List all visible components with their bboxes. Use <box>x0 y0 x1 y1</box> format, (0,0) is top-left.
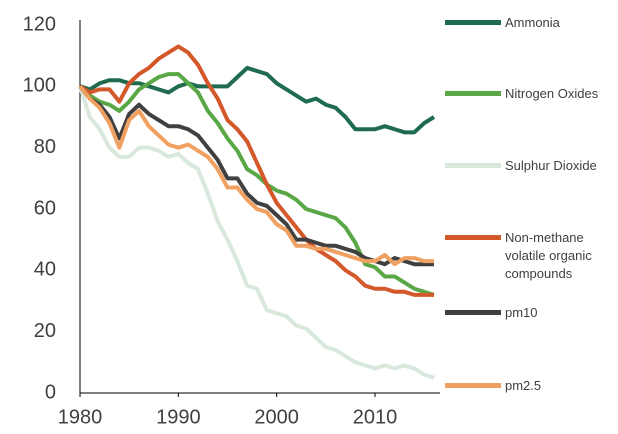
legend-label: pm10 <box>505 305 538 320</box>
x-tick-label: 2010 <box>353 406 398 428</box>
legend-swatch <box>445 163 501 168</box>
series-line <box>78 85 434 267</box>
legend-label: Sulphur Dioxide <box>505 158 597 173</box>
y-tick-label: 20 <box>34 320 56 342</box>
legend-label: pm2.5 <box>505 378 542 393</box>
y-tick-label: 100 <box>23 75 56 97</box>
series-line <box>79 65 436 135</box>
legend-swatch <box>445 91 501 96</box>
legend-label: Non-methane volatile organic compounds <box>505 230 592 281</box>
legend-swatch <box>445 310 501 315</box>
y-tick-label: 80 <box>34 136 56 158</box>
y-tick-label: 60 <box>34 197 56 219</box>
x-tick-label: 2000 <box>254 406 299 428</box>
y-tick-label: 120 <box>23 13 56 35</box>
legend-item: Ammonia <box>445 14 617 32</box>
legend-label: Nitrogen Oxides <box>505 86 599 101</box>
x-tick-label: 1980 <box>58 406 103 428</box>
legend-swatch <box>445 20 501 25</box>
legend-item: Nitrogen Oxides <box>445 85 617 103</box>
legend-item: pm2.5 <box>445 377 617 395</box>
legend-item: Sulphur Dioxide <box>445 157 617 175</box>
y-tick-label: 40 <box>34 259 56 281</box>
legend-swatch <box>445 383 501 388</box>
series-line <box>78 72 435 297</box>
x-tick-label: 1990 <box>156 406 201 428</box>
y-tick-label: 0 <box>45 381 56 403</box>
series-line <box>78 85 435 380</box>
series-line <box>78 44 434 297</box>
legend-item: pm10 <box>445 304 617 322</box>
legend-swatch <box>445 235 501 240</box>
legend-item: Non-methane volatile organic compounds <box>445 229 617 283</box>
legend-label: Ammonia <box>505 15 560 30</box>
